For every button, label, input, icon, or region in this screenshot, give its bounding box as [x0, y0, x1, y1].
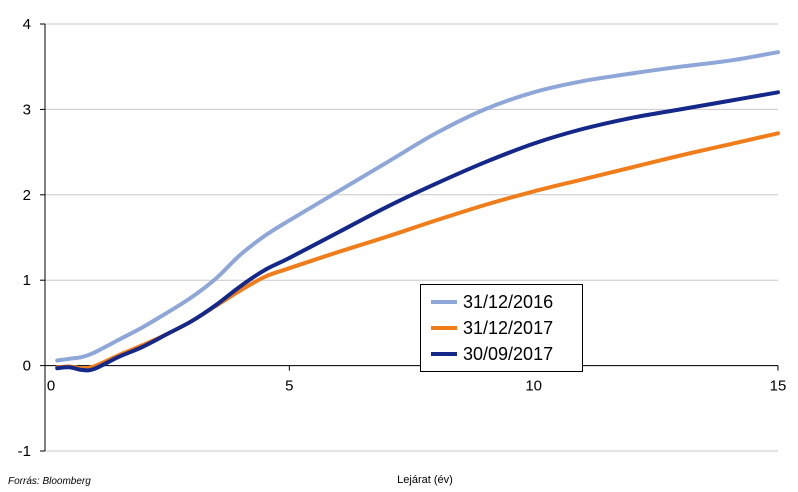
y-tick-label-4: 3	[23, 101, 31, 118]
x-axis-label: Lejárat (év)	[397, 474, 453, 486]
x-tick-label-1: 5	[285, 378, 293, 395]
gridlines	[45, 23, 778, 452]
x-tick-label-2: 10	[525, 378, 542, 395]
legend-item-2: 30/09/2017	[431, 343, 553, 365]
y-tick-label-2: 1	[23, 272, 31, 289]
tick-labels: -1 0 1 2 3 4 0 5 10 15	[18, 16, 787, 460]
legend: 31/12/2016 31/12/2017 30/09/2017	[420, 284, 583, 372]
series-line-0	[55, 50, 780, 363]
y-tick-label-3: 2	[23, 187, 31, 204]
legend-swatch-1	[431, 326, 457, 330]
y-tick-label-1: 0	[23, 358, 31, 375]
y-tick-label-0: -1	[18, 443, 31, 460]
x-tick-label-3: 15	[770, 378, 787, 395]
axes	[40, 23, 779, 452]
legend-swatch-0	[431, 300, 457, 304]
series-lines	[55, 50, 780, 373]
y-tick-label-5: 4	[23, 16, 31, 33]
legend-label-2: 30/09/2017	[463, 343, 554, 364]
legend-item-0: 31/12/2016	[431, 291, 553, 313]
legend-swatch-2	[431, 352, 457, 356]
legend-label-1: 31/12/2017	[463, 317, 554, 338]
source-note: Forrás: Bloomberg	[8, 476, 91, 487]
legend-item-1: 31/12/2017	[431, 317, 553, 339]
series-line-2	[55, 90, 780, 373]
x-tick-label-0: 0	[47, 378, 55, 395]
legend-label-0: 31/12/2016	[463, 291, 554, 312]
